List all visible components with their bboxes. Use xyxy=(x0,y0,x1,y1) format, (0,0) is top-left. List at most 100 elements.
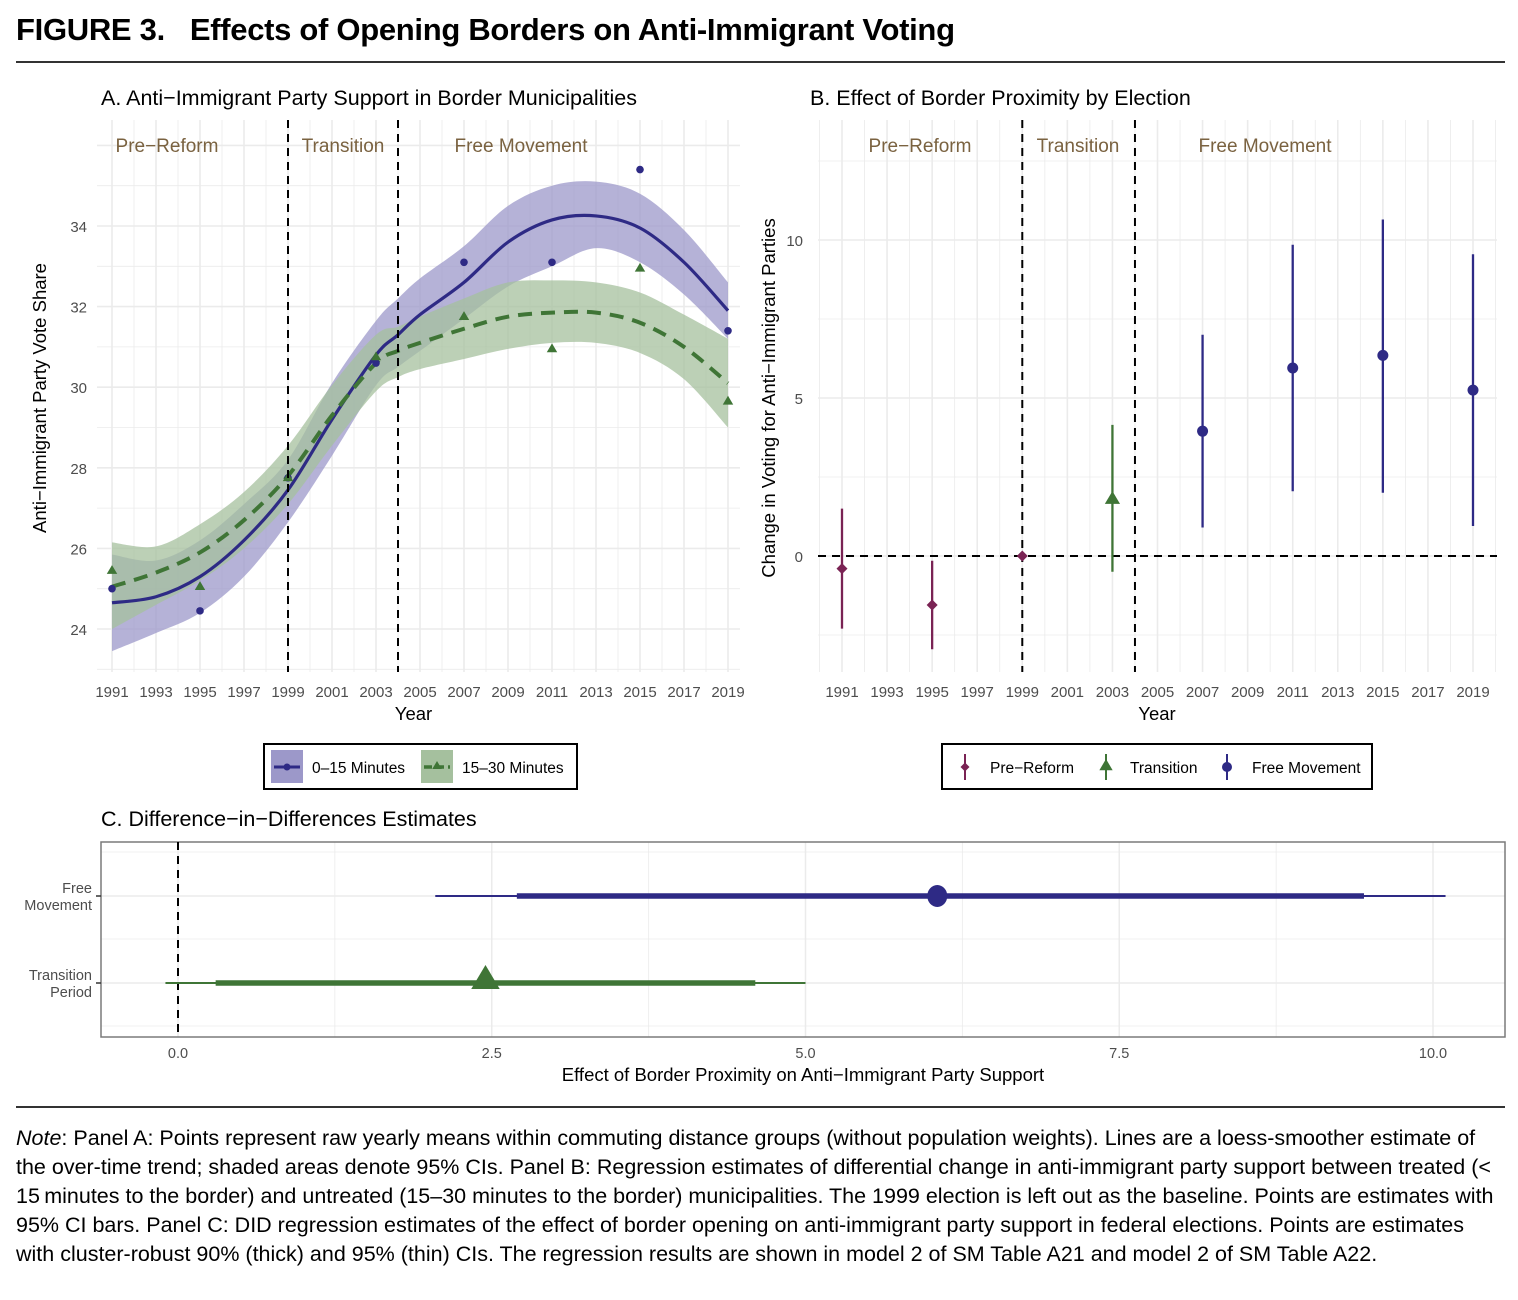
legend-marker-15-30 xyxy=(432,761,442,769)
panel-a: A. Anti−Immigrant Party Support in Borde… xyxy=(29,86,745,790)
x-tick-label: 1991 xyxy=(95,684,128,701)
data-point-15-30 xyxy=(370,351,382,361)
period-label: Free Movement xyxy=(1198,136,1332,157)
y-category-label: Movement xyxy=(24,898,92,914)
estimate-point-free-movement xyxy=(927,885,948,907)
figure-note: Note: Panel A: Points represent raw year… xyxy=(16,1124,1508,1269)
x-tick-label: 1995 xyxy=(915,684,948,701)
x-tick-label: 2009 xyxy=(491,684,524,701)
estimate-point xyxy=(1287,362,1299,374)
x-tick-label: 2009 xyxy=(1231,684,1264,701)
x-tick-label: 2019 xyxy=(1456,684,1489,701)
data-point-0-15 xyxy=(636,165,644,174)
note-lead: Note xyxy=(16,1126,62,1150)
legend-marker-pre-reform xyxy=(960,762,970,772)
y-axis-title: Change in Voting for Anti−Immigrant Part… xyxy=(758,218,779,577)
data-point-0-15 xyxy=(724,326,732,335)
legend-label-0-15: 0–15 Minutes xyxy=(312,760,405,777)
data-point-15-30 xyxy=(546,343,558,353)
y-tick-label: 26 xyxy=(70,541,87,558)
period-label: Transition xyxy=(1037,136,1120,157)
data-point-0-15 xyxy=(108,584,116,593)
x-tick-label: 5.0 xyxy=(795,1046,815,1062)
legend-label-free-movement: Free Movement xyxy=(1252,760,1361,777)
legend-panel-b: Pre−Reform Transition Free Movement xyxy=(941,743,1373,790)
legend-box xyxy=(941,743,1373,790)
legend-marker-transition xyxy=(1099,759,1113,771)
estimate-point xyxy=(1016,550,1028,562)
period-label: Free Movement xyxy=(454,136,588,157)
y-category-label: Free xyxy=(62,881,92,897)
smooth-line-0-15 xyxy=(111,213,730,605)
data-point-0-15 xyxy=(196,607,204,615)
y-tick-label: 24 xyxy=(70,622,87,639)
y-tick-label: 34 xyxy=(70,219,87,236)
x-tick-label: 2003 xyxy=(1096,684,1129,701)
x-tick-label: 2001 xyxy=(1051,684,1084,701)
panel-c-frame xyxy=(100,841,1506,1038)
note-text: : Panel A: Points represent raw yearly m… xyxy=(16,1126,1494,1266)
period-label: Transition xyxy=(302,136,385,157)
panel-b: B. Effect of Border Proximity by Electio… xyxy=(758,86,1497,790)
figure-title: FIGURE 3. Effects of Opening Borders on … xyxy=(16,12,955,48)
estimate-point xyxy=(836,563,848,575)
y-category-label: Transition xyxy=(29,968,92,984)
y-tick-label: 0 xyxy=(795,549,803,566)
x-tick-label: 1997 xyxy=(227,684,260,701)
y-tick-label: 5 xyxy=(795,391,803,408)
figure-label: FIGURE 3. xyxy=(16,12,165,47)
x-tick-label: 1991 xyxy=(825,684,858,701)
x-tick-label: 2011 xyxy=(536,684,568,701)
data-point-0-15 xyxy=(460,258,468,267)
panel-a-title: A. Anti−Immigrant Party Support in Borde… xyxy=(101,86,637,110)
data-point-0-15 xyxy=(372,359,380,367)
x-tick-label: 0.0 xyxy=(168,1046,188,1062)
x-tick-label: 2013 xyxy=(579,684,612,701)
estimate-point xyxy=(1197,425,1209,437)
x-tick-label: 2007 xyxy=(447,684,480,701)
x-tick-label: 2015 xyxy=(623,684,656,701)
x-tick-label: 2017 xyxy=(1411,684,1444,701)
estimate-point-transition xyxy=(471,965,500,989)
data-point-15-30 xyxy=(194,581,206,590)
x-axis-title: Effect of Border Proximity on Anti−Immig… xyxy=(562,1064,1044,1085)
x-tick-label: 1995 xyxy=(183,684,216,701)
x-tick-label: 1999 xyxy=(271,684,304,701)
estimate-point xyxy=(1377,349,1389,361)
legend-box xyxy=(263,743,578,790)
x-tick-label: 2005 xyxy=(403,684,436,701)
x-tick-label: 1997 xyxy=(961,684,994,701)
x-tick-label: 2013 xyxy=(1321,684,1354,701)
y-axis-title: Anti−Immigrant Party Vote Share xyxy=(29,263,50,533)
estimate-point xyxy=(926,599,938,611)
y-tick-label: 28 xyxy=(70,461,87,478)
y-category-label: Period xyxy=(50,985,92,1001)
x-tick-label: 10.0 xyxy=(1419,1046,1447,1062)
period-label: Pre−Reform xyxy=(869,136,972,157)
data-point-15-30 xyxy=(458,311,470,320)
legend-panel-a: 0–15 Minutes 15–30 Minutes xyxy=(263,743,578,790)
legend-marker-0-15 xyxy=(283,763,291,771)
figure-title-text: Effects of Opening Borders on Anti-Immig… xyxy=(189,12,955,47)
smooth-line-15-30 xyxy=(111,309,730,589)
x-tick-label: 7.5 xyxy=(1109,1046,1129,1062)
panel-c: C. Difference−in−Differences Estimates Fr… xyxy=(24,807,1506,1085)
x-tick-label: 2.5 xyxy=(482,1046,502,1062)
data-point-15-30 xyxy=(634,262,646,272)
x-tick-label: 2017 xyxy=(667,684,700,701)
x-tick-label: 2019 xyxy=(711,684,744,701)
data-point-15-30 xyxy=(722,395,734,405)
panel-c-title: C. Difference−in−Differences Estimates xyxy=(101,807,477,831)
x-tick-label: 2005 xyxy=(1141,684,1174,701)
estimate-point xyxy=(1104,491,1121,504)
band-0-15 xyxy=(112,181,728,652)
band-15-30 xyxy=(112,280,728,629)
x-tick-label: 2003 xyxy=(359,684,392,701)
x-axis-title: Year xyxy=(1138,703,1175,724)
x-tick-label: 1999 xyxy=(1006,684,1039,701)
panel-b-title: B. Effect of Border Proximity by Electio… xyxy=(810,86,1191,110)
x-tick-label: 2001 xyxy=(315,684,348,701)
y-tick-label: 30 xyxy=(70,380,87,397)
figure-canvas: A. Anti−Immigrant Party Support in Borde… xyxy=(24,86,1506,1085)
x-tick-label: 1993 xyxy=(870,684,903,701)
